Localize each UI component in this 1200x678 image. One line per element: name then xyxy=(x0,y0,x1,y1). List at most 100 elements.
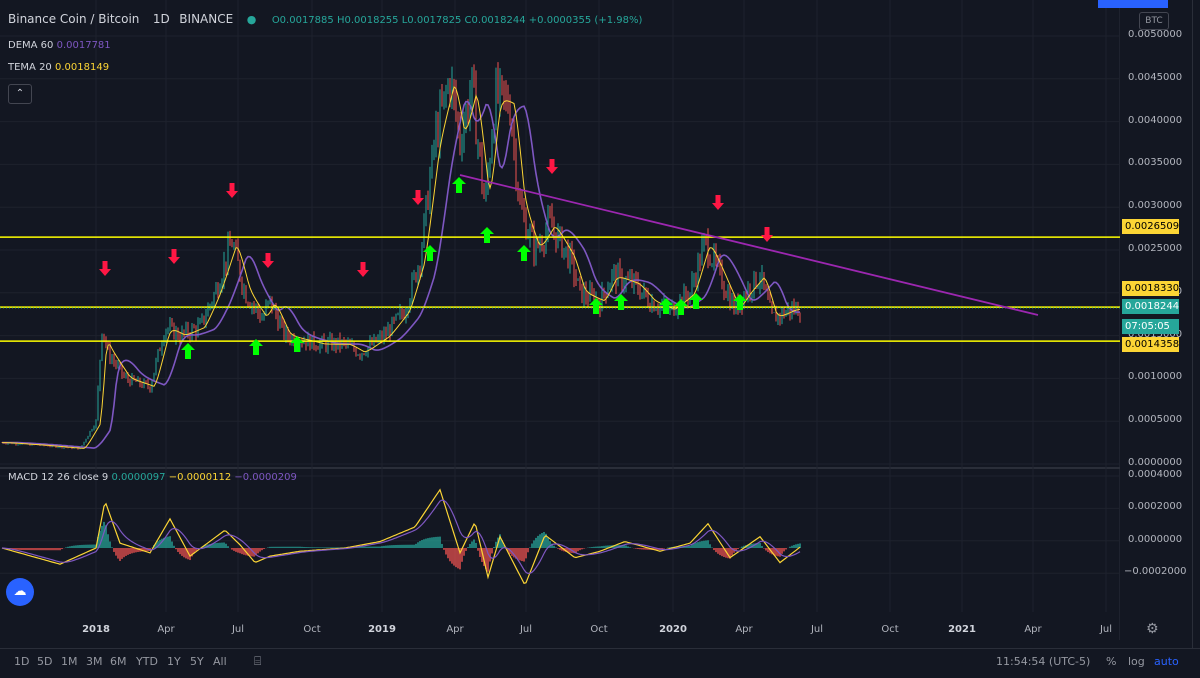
macd-histogram-bar xyxy=(47,548,49,550)
macd-histogram-bar xyxy=(319,547,321,548)
macd-histogram-bar xyxy=(81,545,83,548)
macd-histogram-bar xyxy=(605,546,607,548)
date-range-icon[interactable]: ⌸ xyxy=(254,654,261,669)
macd-histogram-bar xyxy=(375,547,377,548)
clock[interactable]: 11:54:54 (UTC-5) xyxy=(996,655,1090,668)
macd-histogram-bar xyxy=(519,548,521,560)
macd-histogram-bar xyxy=(31,548,33,550)
macd-histogram-bar xyxy=(427,538,429,548)
macd-histogram-bar xyxy=(761,546,763,548)
macd-histogram-bar xyxy=(411,545,413,548)
time-tick-label: Oct xyxy=(590,624,607,635)
macd-histogram-bar xyxy=(409,545,411,548)
macd-histogram-bar xyxy=(603,546,605,548)
macd-histogram-bar xyxy=(297,547,299,548)
range-button-6m[interactable]: 6M xyxy=(110,655,127,668)
range-button-5y[interactable]: 5Y xyxy=(190,655,204,668)
macd-histogram-bar xyxy=(523,548,525,562)
macd-histogram-bar xyxy=(577,548,579,551)
macd-histogram-bar xyxy=(239,548,241,553)
macd-histogram-bar xyxy=(699,542,701,548)
range-button-5d[interactable]: 5D xyxy=(37,655,52,668)
macd-histogram-bar xyxy=(491,548,493,553)
macd-histogram-bar xyxy=(625,546,627,548)
price-tick-label: 0.0035000 xyxy=(1128,157,1182,168)
time-tick-label: Apr xyxy=(446,624,463,635)
macd-histogram-bar xyxy=(217,543,219,548)
macd-histogram-bar xyxy=(23,548,25,550)
macd-histogram-bar xyxy=(557,548,559,549)
macd-tick-label: −0.0002000 xyxy=(1124,566,1186,577)
macd-tick-label: 0.0002000 xyxy=(1128,501,1182,512)
price-tick-label: 0.0000000 xyxy=(1128,457,1182,468)
currency-badge[interactable]: BTC xyxy=(1139,12,1169,30)
macd-histogram-bar xyxy=(707,540,709,548)
macd-legend[interactable]: MACD 12 26 close 9 0.0000097 −0.0000112 … xyxy=(8,472,297,483)
macd-histogram-bar xyxy=(439,537,441,548)
macd-histogram-bar xyxy=(415,544,417,548)
time-tick-label: Jul xyxy=(520,624,532,635)
macd-histogram-bar xyxy=(701,541,703,548)
time-tick-label: Oct xyxy=(303,624,320,635)
macd-histogram-bar xyxy=(293,547,295,548)
macd-histogram-bar xyxy=(29,548,31,550)
percent-toggle[interactable]: % xyxy=(1106,655,1116,668)
price-chart[interactable] xyxy=(0,0,1120,640)
range-button-ytd[interactable]: YTD xyxy=(136,655,158,668)
macd-histogram-bar xyxy=(59,548,61,550)
time-tick-label: Jul xyxy=(1100,624,1112,635)
macd-histogram-bar xyxy=(129,548,131,554)
tema-legend[interactable]: TEMA 20 0.0018149 xyxy=(8,62,109,73)
macd-histogram-bar xyxy=(789,547,791,548)
macd-line-value: −0.0000112 xyxy=(169,472,231,483)
macd-histogram-bar xyxy=(225,544,227,548)
macd-histogram-bar xyxy=(333,547,335,548)
macd-histogram-bar xyxy=(307,547,309,548)
macd-histogram-bar xyxy=(237,548,239,553)
macd-histogram-bar xyxy=(373,547,375,548)
macd-histogram-bar xyxy=(493,547,495,548)
time-tick-label: 2021 xyxy=(948,624,976,635)
log-toggle[interactable]: log xyxy=(1128,655,1145,668)
macd-histogram-bar xyxy=(475,543,477,548)
macd-histogram-bar xyxy=(277,547,279,548)
macd-histogram-bar xyxy=(257,548,259,553)
auto-toggle[interactable]: auto xyxy=(1154,655,1179,668)
symbol-legend[interactable]: Binance Coin / Bitcoin 1D BINANCE ● O0.0… xyxy=(8,12,642,26)
macd-histogram-bar xyxy=(303,547,305,548)
interval[interactable]: 1D xyxy=(153,12,170,26)
macd-histogram-bar xyxy=(289,547,291,548)
time-tick-label: 2019 xyxy=(368,624,396,635)
macd-histogram-bar xyxy=(791,546,793,548)
range-button-all[interactable]: All xyxy=(213,655,227,668)
range-button-1m[interactable]: 1M xyxy=(61,655,78,668)
tradingview-logo-icon[interactable]: ☁ xyxy=(6,578,34,606)
range-button-1y[interactable]: 1Y xyxy=(167,655,181,668)
ohlc-values: O0.0017885 H0.0018255 L0.0017825 C0.0018… xyxy=(272,15,643,26)
macd-histogram-bar xyxy=(109,541,111,548)
macd-histogram-bar xyxy=(71,546,73,548)
macd-histogram-bar xyxy=(719,548,721,555)
gear-icon[interactable]: ⚙ xyxy=(1146,621,1159,637)
macd-histogram-bar xyxy=(27,548,29,550)
macd-histogram-bar xyxy=(433,537,435,548)
macd-histogram-bar xyxy=(705,540,707,548)
macd-histogram-bar xyxy=(227,546,229,548)
macd-histogram-bar xyxy=(763,548,765,549)
macd-histogram-bar xyxy=(703,541,705,548)
symbol-name[interactable]: Binance Coin / Bitcoin xyxy=(8,12,139,26)
macd-name: MACD 12 26 close 9 xyxy=(8,472,108,483)
macd-histogram-bar xyxy=(313,547,315,548)
macd-histogram-bar xyxy=(591,547,593,548)
range-button-3m[interactable]: 3M xyxy=(86,655,103,668)
macd-histogram-bar xyxy=(233,548,235,551)
macd-histogram-bar xyxy=(367,547,369,548)
macd-histogram-bar xyxy=(79,545,81,548)
macd-histogram-bar xyxy=(467,547,469,548)
macd-histogram-bar xyxy=(429,538,431,548)
price-tag: 0.0018330 xyxy=(1122,281,1179,296)
chevron-up-icon[interactable]: ⌃ xyxy=(8,84,32,104)
range-button-1d[interactable]: 1D xyxy=(14,655,29,668)
macd-histogram-bar xyxy=(41,548,43,550)
dema-legend[interactable]: DEMA 60 0.0017781 xyxy=(8,40,111,51)
